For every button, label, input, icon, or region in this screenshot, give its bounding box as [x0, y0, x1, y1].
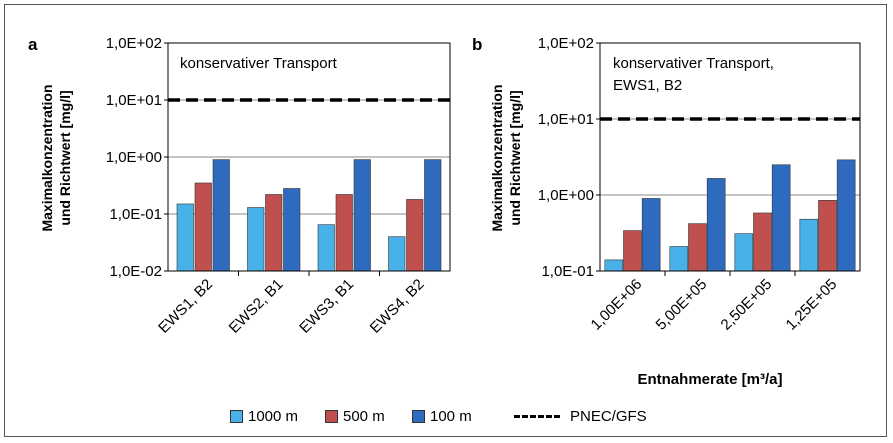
y-tick-labels-a: 1,0E-02 1,0E-01 1,0E+00 1,0E+01 1,0E+02 — [106, 35, 162, 280]
panel-a: a Maximalkonzentration und Richtwert [mg… — [28, 35, 451, 337]
legend-item-1000m: 1000 m — [230, 408, 298, 425]
bar-1000m — [176, 203, 194, 272]
annotation-a: konservativer Transport — [180, 55, 338, 72]
bar-1000m — [604, 259, 624, 272]
bar-1000m — [317, 224, 335, 272]
bar-100m — [771, 164, 791, 272]
x-tick-label: 2,50E+05 — [718, 276, 776, 334]
x-tick-label: EWS1, B2 — [155, 276, 216, 337]
legend-item-100m: 100 m — [412, 408, 472, 425]
panel-b: b Maximalkonzentration und Richtwert [mg… — [472, 35, 861, 388]
bar-1000m — [734, 233, 754, 272]
bar-1000m — [247, 207, 265, 272]
panel-letter-b: b — [472, 35, 482, 54]
bar-100m — [706, 178, 726, 272]
bar-100m — [641, 198, 661, 272]
legend-label-500m: 500 m — [343, 408, 385, 425]
y-axis-label-b-line1: Maximalkonzentration — [489, 84, 505, 231]
plot-area-border — [167, 42, 451, 272]
bar-100m — [424, 159, 442, 272]
y-axis-label-a-line2: und Richtwert [mg/l] — [57, 90, 73, 225]
legend-item-500m: 500 m — [325, 408, 385, 425]
y-tick-label: 1,0E+02 — [538, 35, 594, 52]
legend-label-pnec: PNEC/GFS — [570, 408, 647, 425]
x-tick-label: EWS4, B2 — [367, 276, 428, 337]
bar-100m — [836, 159, 856, 272]
bar-100m — [283, 188, 301, 272]
legend-label-100m: 100 m — [430, 408, 472, 425]
x-tick-label: EWS2, B1 — [226, 276, 287, 337]
y-tick-label: 1,0E+00 — [538, 187, 594, 204]
y-tick-label: 1,0E-01 — [109, 206, 162, 223]
bar-500m — [688, 223, 707, 272]
bar-1000m — [388, 236, 406, 272]
x-tick-label: EWS3, B1 — [296, 276, 357, 337]
y-tick-label: 1,0E+02 — [106, 35, 162, 52]
bar-500m — [818, 200, 837, 272]
legend: 1000 m 500 m 100 m PNEC/GFS — [0, 408, 893, 432]
plot-area-border — [599, 42, 861, 272]
y-tick-label: 1,0E+00 — [106, 149, 162, 166]
bar-100m — [353, 159, 371, 272]
y-tick-label: 1,0E+01 — [538, 111, 594, 128]
y-axis-label-a-line1: Maximalkonzentration — [39, 84, 55, 231]
bar-1000m — [669, 246, 689, 272]
x-tick-label: 1,25E+05 — [783, 276, 841, 334]
bar-100m — [212, 159, 230, 272]
bar-500m — [194, 182, 212, 272]
y-tick-labels-b: 1,0E-01 1,0E+00 1,0E+01 1,0E+02 — [538, 35, 594, 280]
panel-letter-a: a — [28, 35, 38, 54]
legend-swatch-500m — [325, 410, 338, 423]
figure-frame — [4, 4, 887, 437]
annotation-b-line1: konservativer Transport, — [613, 55, 774, 72]
legend-swatch-1000m — [230, 410, 243, 423]
legend-label-1000m: 1000 m — [248, 408, 299, 425]
legend-item-pnec: PNEC/GFS — [514, 408, 647, 425]
bar-500m — [623, 230, 642, 272]
bar-500m — [753, 212, 772, 272]
bar-500m — [335, 194, 353, 272]
y-axis-label-b-line2: und Richtwert [mg/l] — [507, 90, 523, 225]
axes-b — [596, 42, 861, 276]
bars-a — [176, 159, 442, 272]
bars-b — [604, 159, 856, 272]
legend-swatch-100m — [412, 410, 425, 423]
x-tick-labels-b: 1,00E+06 5,00E+05 2,50E+05 1,25E+05 — [588, 276, 841, 334]
annotation-b-line2: EWS1, B2 — [613, 77, 682, 94]
bar-500m — [406, 199, 424, 272]
x-tick-labels-a: EWS1, B2 EWS2, B1 EWS3, B1 EWS4, B2 — [155, 276, 427, 337]
bar-1000m — [799, 218, 819, 272]
bar-500m — [265, 194, 283, 272]
axes-a — [164, 42, 451, 276]
legend-dash-pnec — [514, 415, 560, 418]
y-tick-label: 1,0E-02 — [109, 263, 162, 280]
y-tick-label: 1,0E+01 — [106, 92, 162, 109]
x-tick-label: 1,00E+06 — [588, 276, 646, 334]
x-axis-label-b: Entnahmerate [m³/a] — [637, 371, 782, 388]
x-tick-label: 5,00E+05 — [653, 276, 711, 334]
y-tick-label: 1,0E-01 — [541, 263, 594, 280]
